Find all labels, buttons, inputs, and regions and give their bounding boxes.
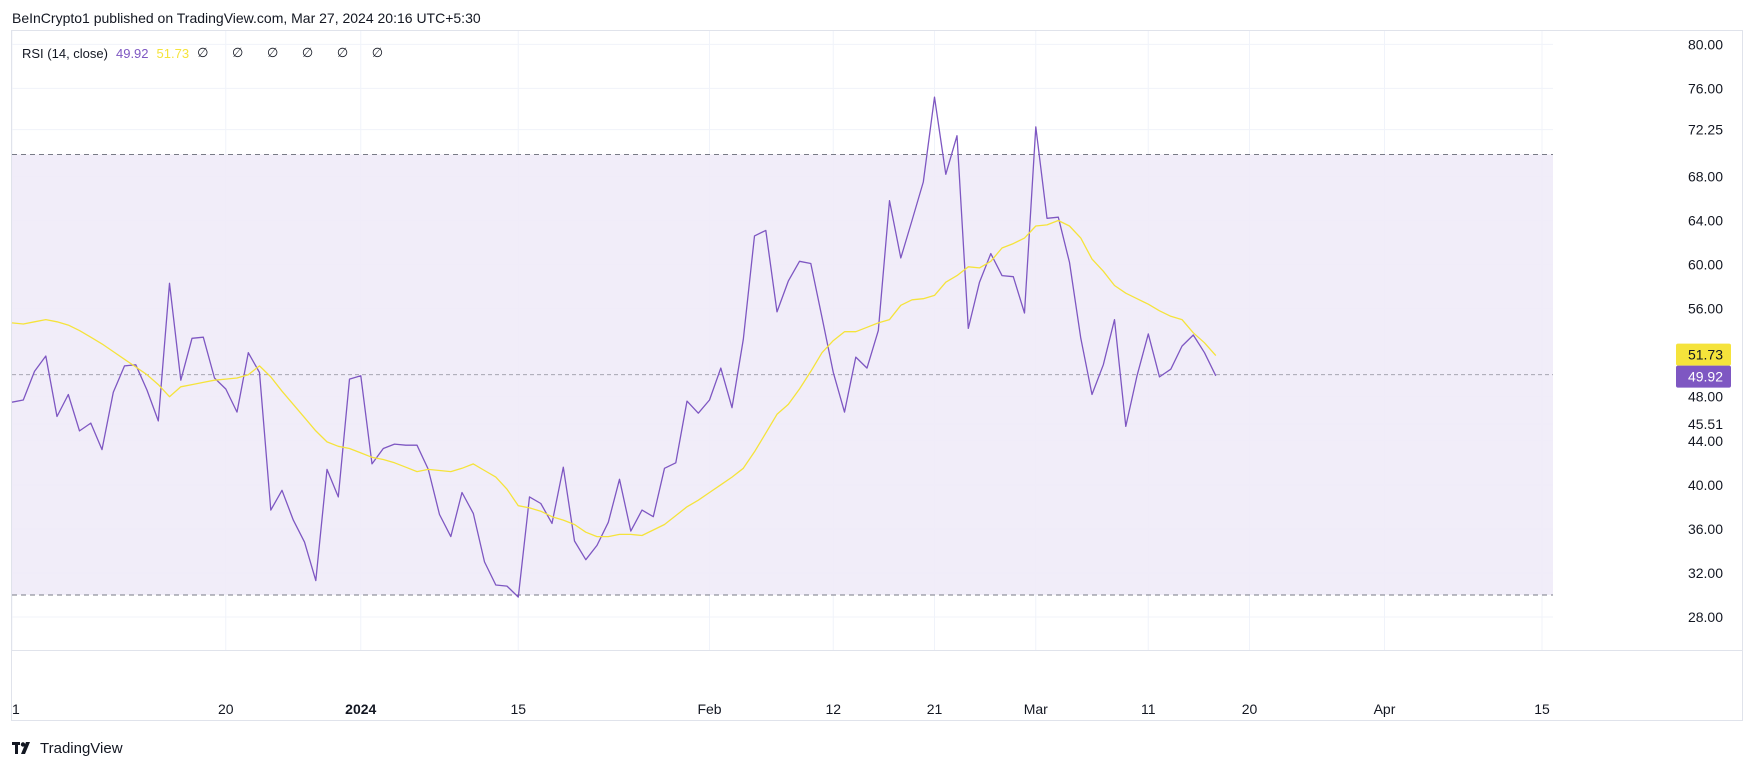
x-tick-label: 20 (1242, 701, 1258, 717)
y-tick-label: 56.00 (1688, 301, 1723, 317)
x-tick-label: 21 (927, 701, 943, 717)
x-tick-label: 15 (510, 701, 526, 717)
x-tick-label: 12 (825, 701, 841, 717)
tradingview-brand[interactable]: TradingView (12, 740, 123, 757)
rsi-line[interactable] (11, 96, 1217, 598)
legend-ma-value: 51.73 (156, 45, 190, 61)
y-tick-label: 44.00 (1688, 433, 1723, 449)
y-tick-label: 64.00 (1688, 213, 1723, 229)
y-tick-label: 32.00 (1688, 565, 1723, 581)
brand-name: TradingView (40, 740, 123, 757)
y-tick-label: 72.25 (1688, 122, 1723, 138)
publish-header: BeInCrypto1 published on TradingView.com… (12, 10, 481, 26)
price-labels: 51.73 49.92 (1676, 343, 1731, 388)
y-tick-label: 48.00 (1688, 389, 1723, 405)
rsi-price-label: 49.92 (1688, 369, 1723, 385)
series-layer (11, 96, 1217, 598)
x-tick-label: 20 (218, 701, 234, 717)
legend-rsi-value: 49.92 (115, 45, 149, 61)
y-tick-label: 76.00 (1688, 80, 1723, 96)
y-tick-label: 28.00 (1688, 609, 1723, 625)
time-scale[interactable]: 1 20 2024 15 Feb 12 21 Mar 11 20 Apr 15 (12, 701, 1550, 717)
x-tick-label: Mar (1024, 701, 1048, 717)
chart-frame (11, 30, 1743, 721)
y-tick-label: 40.00 (1688, 477, 1723, 493)
indicator-name[interactable]: RSI (14, close) (22, 45, 108, 61)
ma-price-label: 51.73 (1688, 347, 1723, 363)
rsi-price-label-bg (1676, 365, 1731, 388)
x-tick-label: 2024 (345, 701, 376, 717)
y-tick-label: 36.00 (1688, 521, 1723, 537)
x-tick-label: Apr (1374, 701, 1396, 717)
tradingview-logo-icon (12, 741, 34, 756)
y-tick-label: 68.00 (1688, 168, 1723, 184)
x-tick-label: 15 (1534, 701, 1550, 717)
y-tick-label: 80.00 (1688, 36, 1723, 52)
x-tick-label: Feb (697, 701, 721, 717)
ma-price-label-bg (1676, 343, 1731, 366)
x-tick-label: 11 (1141, 701, 1156, 717)
indicator-legend[interactable]: RSI (14, close) 49.92 51.73 ∅ ∅ ∅ ∅ ∅ ∅ (22, 45, 393, 61)
y-tick-label: 45.51 (1688, 416, 1723, 432)
price-scale[interactable]: 80.00 76.00 72.25 68.00 64.00 60.00 56.00 48.00… (1688, 36, 1723, 625)
rsi-ma-line[interactable] (11, 219, 1217, 538)
legend-empty-values: ∅ ∅ ∅ ∅ ∅ ∅ (197, 45, 394, 60)
y-tick-label: 60.00 (1688, 257, 1723, 273)
x-tick-label: 1 (12, 701, 20, 717)
